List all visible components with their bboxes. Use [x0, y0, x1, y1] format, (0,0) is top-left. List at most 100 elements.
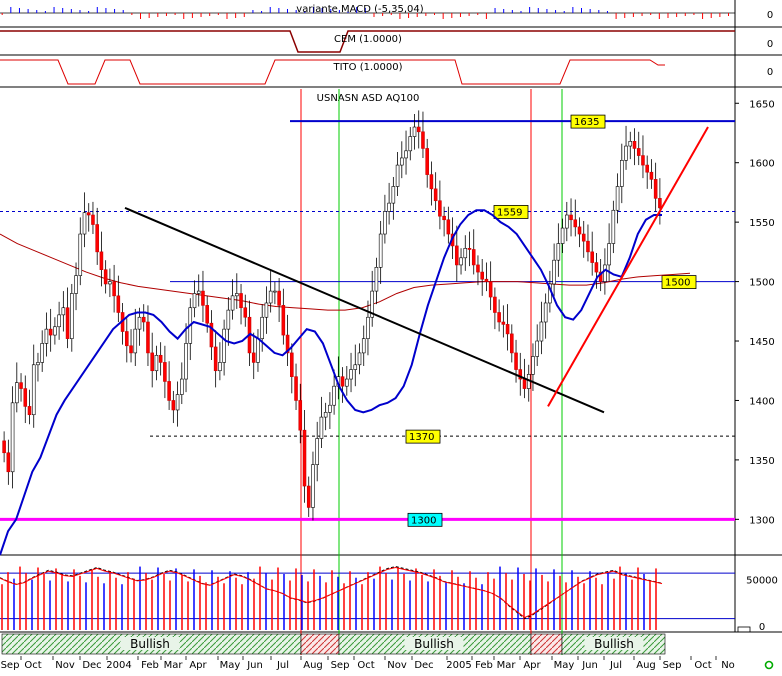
candle-body: [467, 247, 472, 250]
candle-body: [556, 243, 561, 261]
x-axis-label: Apr: [523, 660, 541, 671]
x-axis-label: Jul: [276, 660, 289, 671]
candle-body: [6, 452, 11, 473]
x-axis-label: Sep: [331, 660, 350, 671]
level-label-1300-box: [407, 512, 443, 527]
candle-body: [243, 307, 248, 318]
y-tick-label: 1300: [749, 515, 774, 526]
candle-body: [281, 305, 286, 336]
x-axis-label: Jun: [246, 660, 263, 671]
x-axis-label: 2004: [106, 660, 131, 671]
x-axis-label: Dec: [414, 660, 433, 671]
sentiment-label: Bullish: [130, 637, 170, 651]
x-axis-label: Mar: [497, 660, 517, 671]
candle-body: [535, 340, 539, 357]
candle-body: [611, 209, 616, 244]
candle-body: [44, 328, 49, 344]
scale-mark: [737, 626, 751, 633]
candle-body: [361, 338, 366, 354]
y-tick-label: 1550: [749, 218, 774, 229]
candle-body: [497, 312, 501, 323]
candle-body: [103, 269, 108, 285]
level-label-1559: 1559: [497, 207, 522, 218]
sentiment-label: Bullish: [594, 637, 634, 651]
candle-body: [167, 381, 171, 401]
candle-body: [230, 295, 235, 311]
candle-body: [624, 145, 628, 161]
candle-body: [19, 382, 23, 389]
candle-body: [226, 309, 231, 330]
candle-body: [615, 186, 620, 211]
candle-body: [357, 352, 362, 366]
candle-body: [184, 343, 188, 380]
candle-body: [108, 281, 112, 285]
candle-body: [653, 179, 658, 199]
candle-body: [196, 290, 201, 294]
x-axis-label: Jul: [609, 660, 622, 671]
candle-body: [374, 267, 379, 292]
candle-body: [112, 281, 116, 297]
candle-body: [383, 211, 387, 235]
candle-body: [395, 164, 400, 187]
blue-moving-average: [0, 209, 662, 556]
x-axis-label: Mar: [164, 660, 184, 671]
green-circle-icon: [764, 660, 774, 670]
candle-body: [57, 314, 61, 328]
candle-body: [319, 416, 324, 439]
candle-body: [268, 290, 273, 304]
candle-body: [429, 174, 434, 190]
sentiment-segment: [300, 633, 340, 655]
candle-body: [370, 290, 374, 318]
candle-body: [594, 262, 599, 273]
macd-title: variante MACD (-5,35,04): [296, 4, 423, 15]
candle-body: [285, 334, 290, 354]
candle-body: [539, 321, 544, 342]
candle-body: [201, 290, 205, 306]
candle-body: [471, 249, 476, 266]
x-axis-label: Sep: [663, 660, 682, 671]
candle-body: [543, 302, 548, 323]
candle-body: [2, 440, 6, 454]
candle-body: [10, 402, 15, 473]
candle-body: [163, 362, 167, 382]
candle-body: [649, 171, 654, 180]
volume-tick-label: 50000: [746, 576, 778, 587]
candle-body: [154, 354, 159, 372]
candle-body: [146, 321, 150, 354]
candle-body: [141, 316, 146, 323]
candle-body: [99, 251, 104, 270]
candle-body: [133, 328, 138, 354]
x-axis-label: Jun: [581, 660, 598, 671]
candle-body: [484, 278, 489, 282]
candle-body: [641, 155, 645, 166]
candle-body: [531, 356, 535, 375]
candle-body: [332, 385, 336, 406]
level-label-1500-box: [661, 275, 697, 289]
candle-body: [222, 328, 226, 363]
x-axis-label: Dec: [82, 660, 101, 671]
y-tick-label: 1450: [749, 337, 774, 348]
level-label-1370-box: [405, 429, 441, 444]
candle-body: [129, 345, 133, 354]
macd-zero-label: 0: [767, 10, 773, 21]
candle-body: [446, 219, 451, 235]
candle-body: [366, 316, 370, 339]
candle-body: [205, 305, 209, 324]
x-axis-label: Feb: [475, 660, 493, 671]
candle-body: [125, 331, 129, 347]
candle-body: [65, 307, 70, 339]
candle-body: [408, 136, 413, 152]
candle-body: [425, 148, 429, 175]
x-axis-label: May: [220, 660, 241, 671]
candle-body: [150, 352, 154, 372]
candle-body: [607, 243, 611, 266]
tito-title: TITO (1.0000): [332, 62, 402, 73]
x-axis-label: Oct: [24, 660, 41, 671]
candle-body: [518, 369, 523, 380]
x-axis-label: Nov: [55, 660, 75, 671]
price-title: USNASN ASD AQ100: [317, 93, 420, 104]
tito-zero-label: 0: [767, 67, 773, 78]
candle-body: [70, 293, 74, 339]
candle-body: [340, 376, 345, 387]
candle-body: [552, 259, 556, 285]
